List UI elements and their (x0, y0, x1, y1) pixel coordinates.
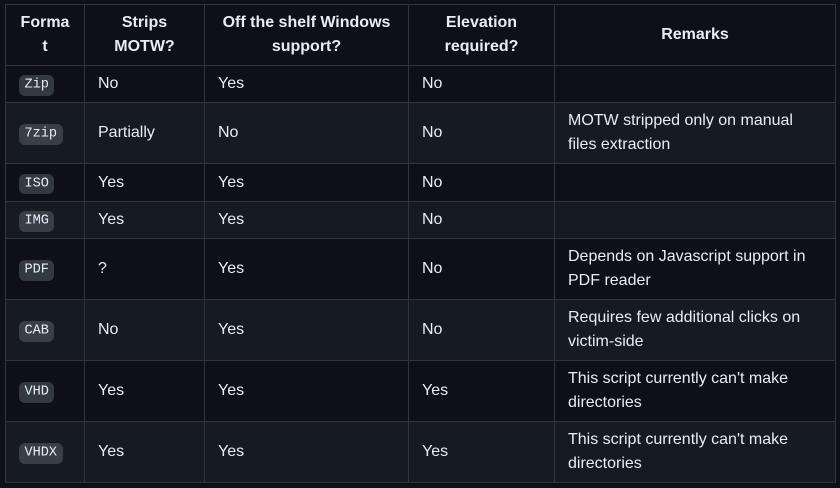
format-badge: IMG (19, 211, 55, 232)
table-row: Zip No Yes No (5, 64, 836, 104)
strips-motw-cell: Partially (84, 102, 205, 165)
format-cell: VHDX (5, 421, 85, 484)
strips-motw-cell: No (84, 299, 205, 362)
strips-motw-cell: ? (84, 238, 205, 301)
windows-support-cell: Yes (204, 163, 409, 202)
column-header-elevation-required: Elevation required? (408, 4, 555, 66)
format-cell: VHD (5, 360, 85, 423)
header-row: Format Strips MOTW? Off the shelf Window… (5, 4, 836, 66)
format-cell: CAB (5, 299, 85, 362)
table-row: CAB No Yes No Requires few additional cl… (5, 299, 836, 362)
format-badge: Zip (19, 75, 55, 96)
strips-motw-cell: Yes (84, 163, 205, 202)
windows-support-cell: Yes (204, 360, 409, 423)
column-header-windows-support: Off the shelf Windows support? (204, 4, 409, 66)
elevation-required-cell: No (408, 200, 555, 240)
table-row: VHD Yes Yes Yes This script currently ca… (5, 360, 836, 423)
elevation-required-cell: No (408, 238, 555, 301)
formats-comparison-table: Format Strips MOTW? Off the shelf Window… (5, 4, 836, 484)
strips-motw-cell: Yes (84, 200, 205, 240)
format-cell: ISO (5, 163, 85, 202)
format-badge: CAB (19, 321, 55, 342)
format-cell: IMG (5, 200, 85, 240)
format-badge: PDF (19, 260, 55, 281)
strips-motw-cell: Yes (84, 360, 205, 423)
format-cell: PDF (5, 238, 85, 301)
format-cell: Zip (5, 64, 85, 104)
strips-motw-cell: Yes (84, 421, 205, 484)
windows-support-cell: No (204, 102, 409, 165)
windows-support-cell: Yes (204, 299, 409, 362)
remarks-cell (554, 64, 836, 104)
windows-support-cell: Yes (204, 421, 409, 484)
elevation-required-cell: No (408, 102, 555, 165)
elevation-required-cell: No (408, 64, 555, 104)
remarks-cell: MOTW stripped only on manual files extra… (554, 102, 836, 165)
table-row: IMG Yes Yes No (5, 200, 836, 240)
table-row: ISO Yes Yes No (5, 163, 836, 202)
format-cell: 7zip (5, 102, 85, 165)
column-header-format: Format (5, 4, 85, 66)
format-badge: 7zip (19, 124, 63, 145)
table-row: PDF ? Yes No Depends on Javascript suppo… (5, 238, 836, 301)
windows-support-cell: Yes (204, 238, 409, 301)
table-row: 7zip Partially No No MOTW stripped only … (5, 102, 836, 165)
remarks-cell: Requires few additional clicks on victim… (554, 299, 836, 362)
elevation-required-cell: Yes (408, 360, 555, 423)
elevation-required-cell: No (408, 299, 555, 362)
table-body: Zip No Yes No 7zip Partially No No MOTW … (5, 64, 836, 484)
remarks-cell: This script currently can't make directo… (554, 421, 836, 484)
format-badge: VHDX (19, 443, 63, 464)
table-row: VHDX Yes Yes Yes This script currently c… (5, 421, 836, 484)
remarks-cell: This script currently can't make directo… (554, 360, 836, 423)
column-header-strips-motw: Strips MOTW? (84, 4, 205, 66)
elevation-required-cell: No (408, 163, 555, 202)
windows-support-cell: Yes (204, 200, 409, 240)
strips-motw-cell: No (84, 64, 205, 104)
remarks-cell: Depends on Javascript support in PDF rea… (554, 238, 836, 301)
windows-support-cell: Yes (204, 64, 409, 104)
remarks-cell (554, 163, 836, 202)
format-badge: ISO (19, 173, 55, 195)
column-header-remarks: Remarks (554, 4, 836, 66)
format-badge: VHD (19, 382, 55, 403)
remarks-cell (554, 200, 836, 240)
elevation-required-cell: Yes (408, 421, 555, 484)
